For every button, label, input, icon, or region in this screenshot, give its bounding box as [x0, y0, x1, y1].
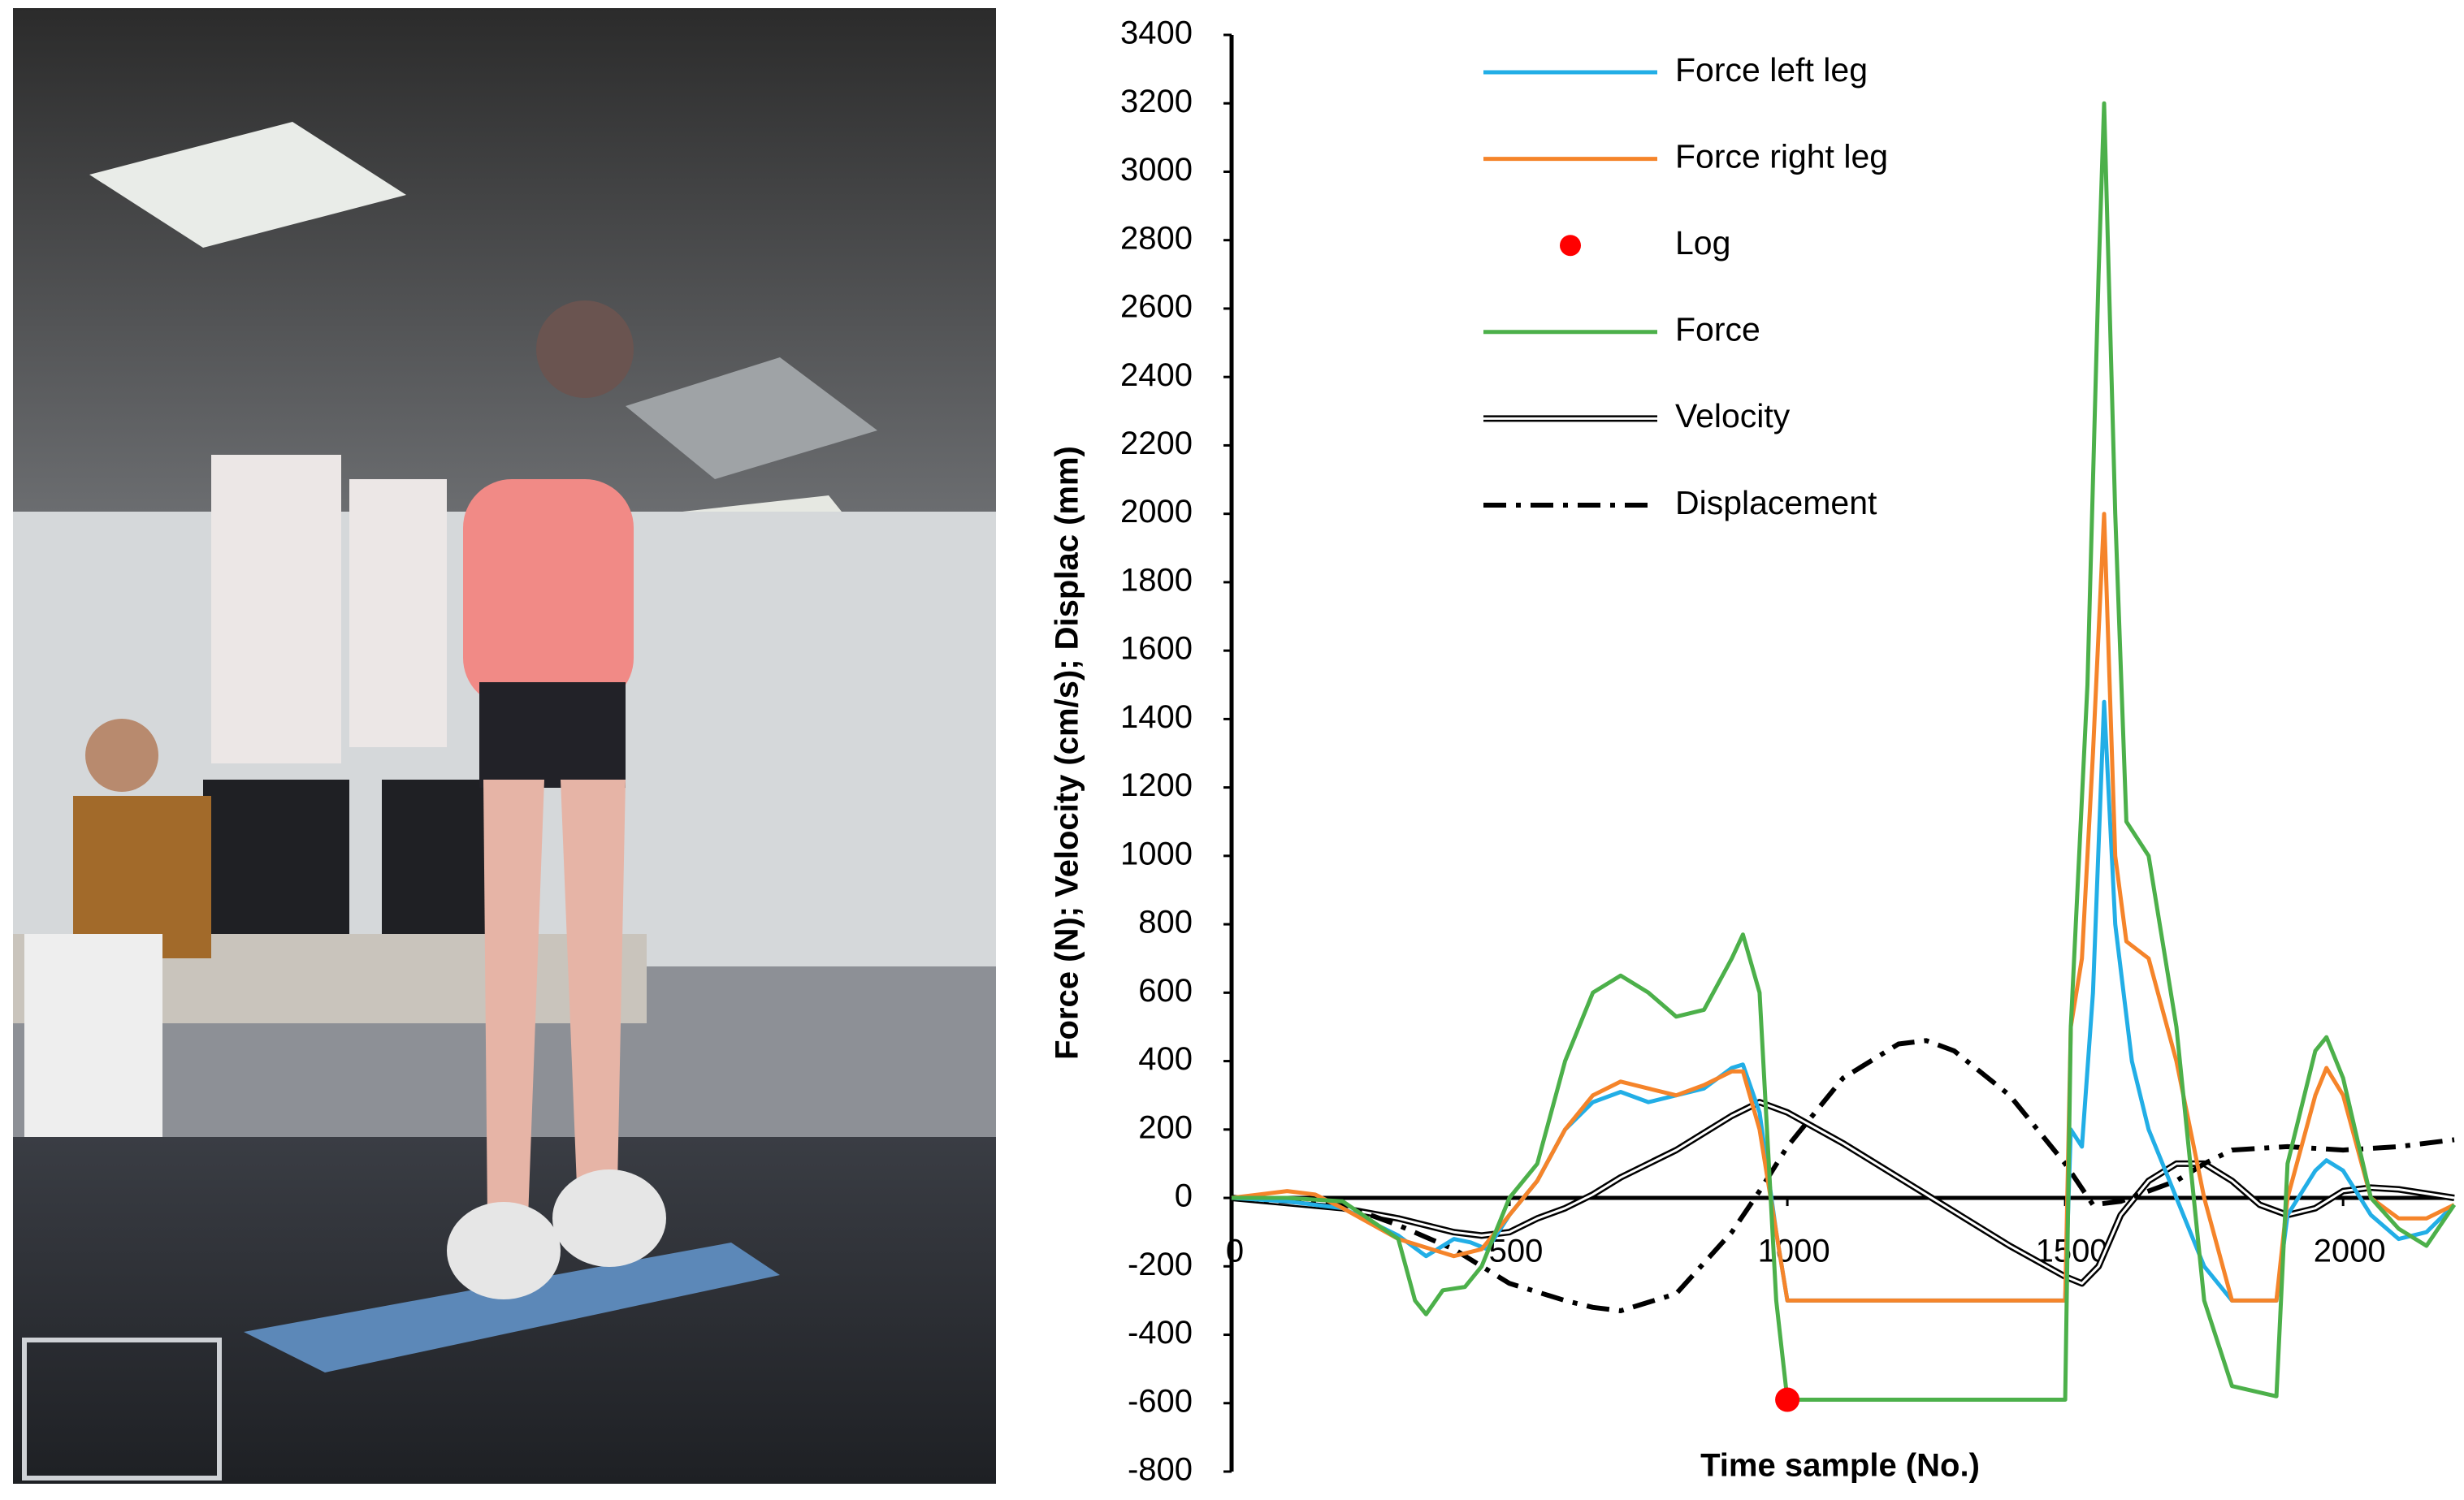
x-tick-label: 0	[1226, 1234, 1244, 1269]
y-tick-label: -800	[1128, 1452, 1193, 1488]
x-tick-label: 1000	[1758, 1234, 1830, 1269]
ceiling-vent	[626, 357, 877, 479]
y-tick-label: 2200	[1120, 426, 1193, 461]
person-seated	[73, 796, 211, 958]
poster	[211, 455, 341, 763]
y-tick-label: 2600	[1120, 289, 1193, 325]
x-tick-label: 1500	[2036, 1234, 2108, 1269]
jumper-torso	[463, 479, 634, 707]
floor-marking	[22, 1338, 222, 1481]
y-tick-label: 3200	[1120, 84, 1193, 119]
jumper-shoe	[447, 1202, 561, 1299]
legend-label: Force	[1675, 311, 1760, 348]
y-tick-label: 2800	[1120, 220, 1193, 256]
y-tick-label: 2400	[1120, 357, 1193, 393]
y-tick-label: -200	[1128, 1247, 1193, 1282]
person-head	[85, 719, 158, 792]
x-tick-label: 500	[1489, 1234, 1544, 1269]
monitor	[382, 780, 487, 934]
y-tick-label: 1000	[1120, 836, 1193, 871]
x-axis-label: Time sample (No.)	[1700, 1448, 1980, 1484]
ceiling-light	[89, 122, 406, 248]
jumper-shoe	[552, 1169, 666, 1267]
series-line	[1231, 512, 2456, 1303]
y-axis-label: Force (N); Velocity (cm/s); Displac (mm)	[1050, 446, 1085, 1060]
jumper-leg	[561, 780, 626, 1186]
y-tick-label: 400	[1138, 1041, 1193, 1077]
legend-label: Log	[1675, 224, 1730, 262]
series-line	[1231, 1099, 2455, 1287]
series-line	[1231, 1038, 2455, 1313]
legend-label: Displacement	[1675, 484, 1877, 521]
y-tick-label: 3000	[1120, 152, 1193, 188]
x-tick-label: 2000	[2314, 1234, 2386, 1269]
legend-marker	[1560, 235, 1581, 257]
y-tick-label: 1400	[1120, 699, 1193, 735]
series-line-inner	[1231, 1100, 2455, 1285]
y-tick-label: 1600	[1120, 631, 1193, 667]
y-tick-label: 1800	[1120, 562, 1193, 598]
y-tick-label: 600	[1138, 973, 1193, 1009]
jumper-shorts	[479, 682, 626, 788]
force-plate	[244, 1243, 780, 1372]
y-tick-label: -600	[1128, 1383, 1193, 1419]
y-tick-label: -400	[1128, 1315, 1193, 1351]
y-tick-label: 0	[1175, 1178, 1193, 1214]
jumper-leg	[483, 780, 544, 1218]
monitor	[203, 780, 349, 934]
legend-label: Force left leg	[1675, 51, 1868, 89]
series-line	[1232, 101, 2457, 1402]
photo	[13, 8, 996, 1484]
poster	[349, 479, 447, 747]
legend-label: Velocity	[1675, 397, 1791, 434]
y-tick-label: 3400	[1120, 15, 1193, 51]
legend-label: Force right leg	[1675, 137, 1888, 175]
y-tick-label: 200	[1138, 1109, 1193, 1145]
y-tick-label: 2000	[1120, 494, 1193, 530]
jumper-head	[536, 300, 634, 398]
y-tick-label: 800	[1138, 905, 1193, 940]
log-point	[1775, 1387, 1800, 1412]
y-tick-label: 1200	[1120, 767, 1193, 803]
